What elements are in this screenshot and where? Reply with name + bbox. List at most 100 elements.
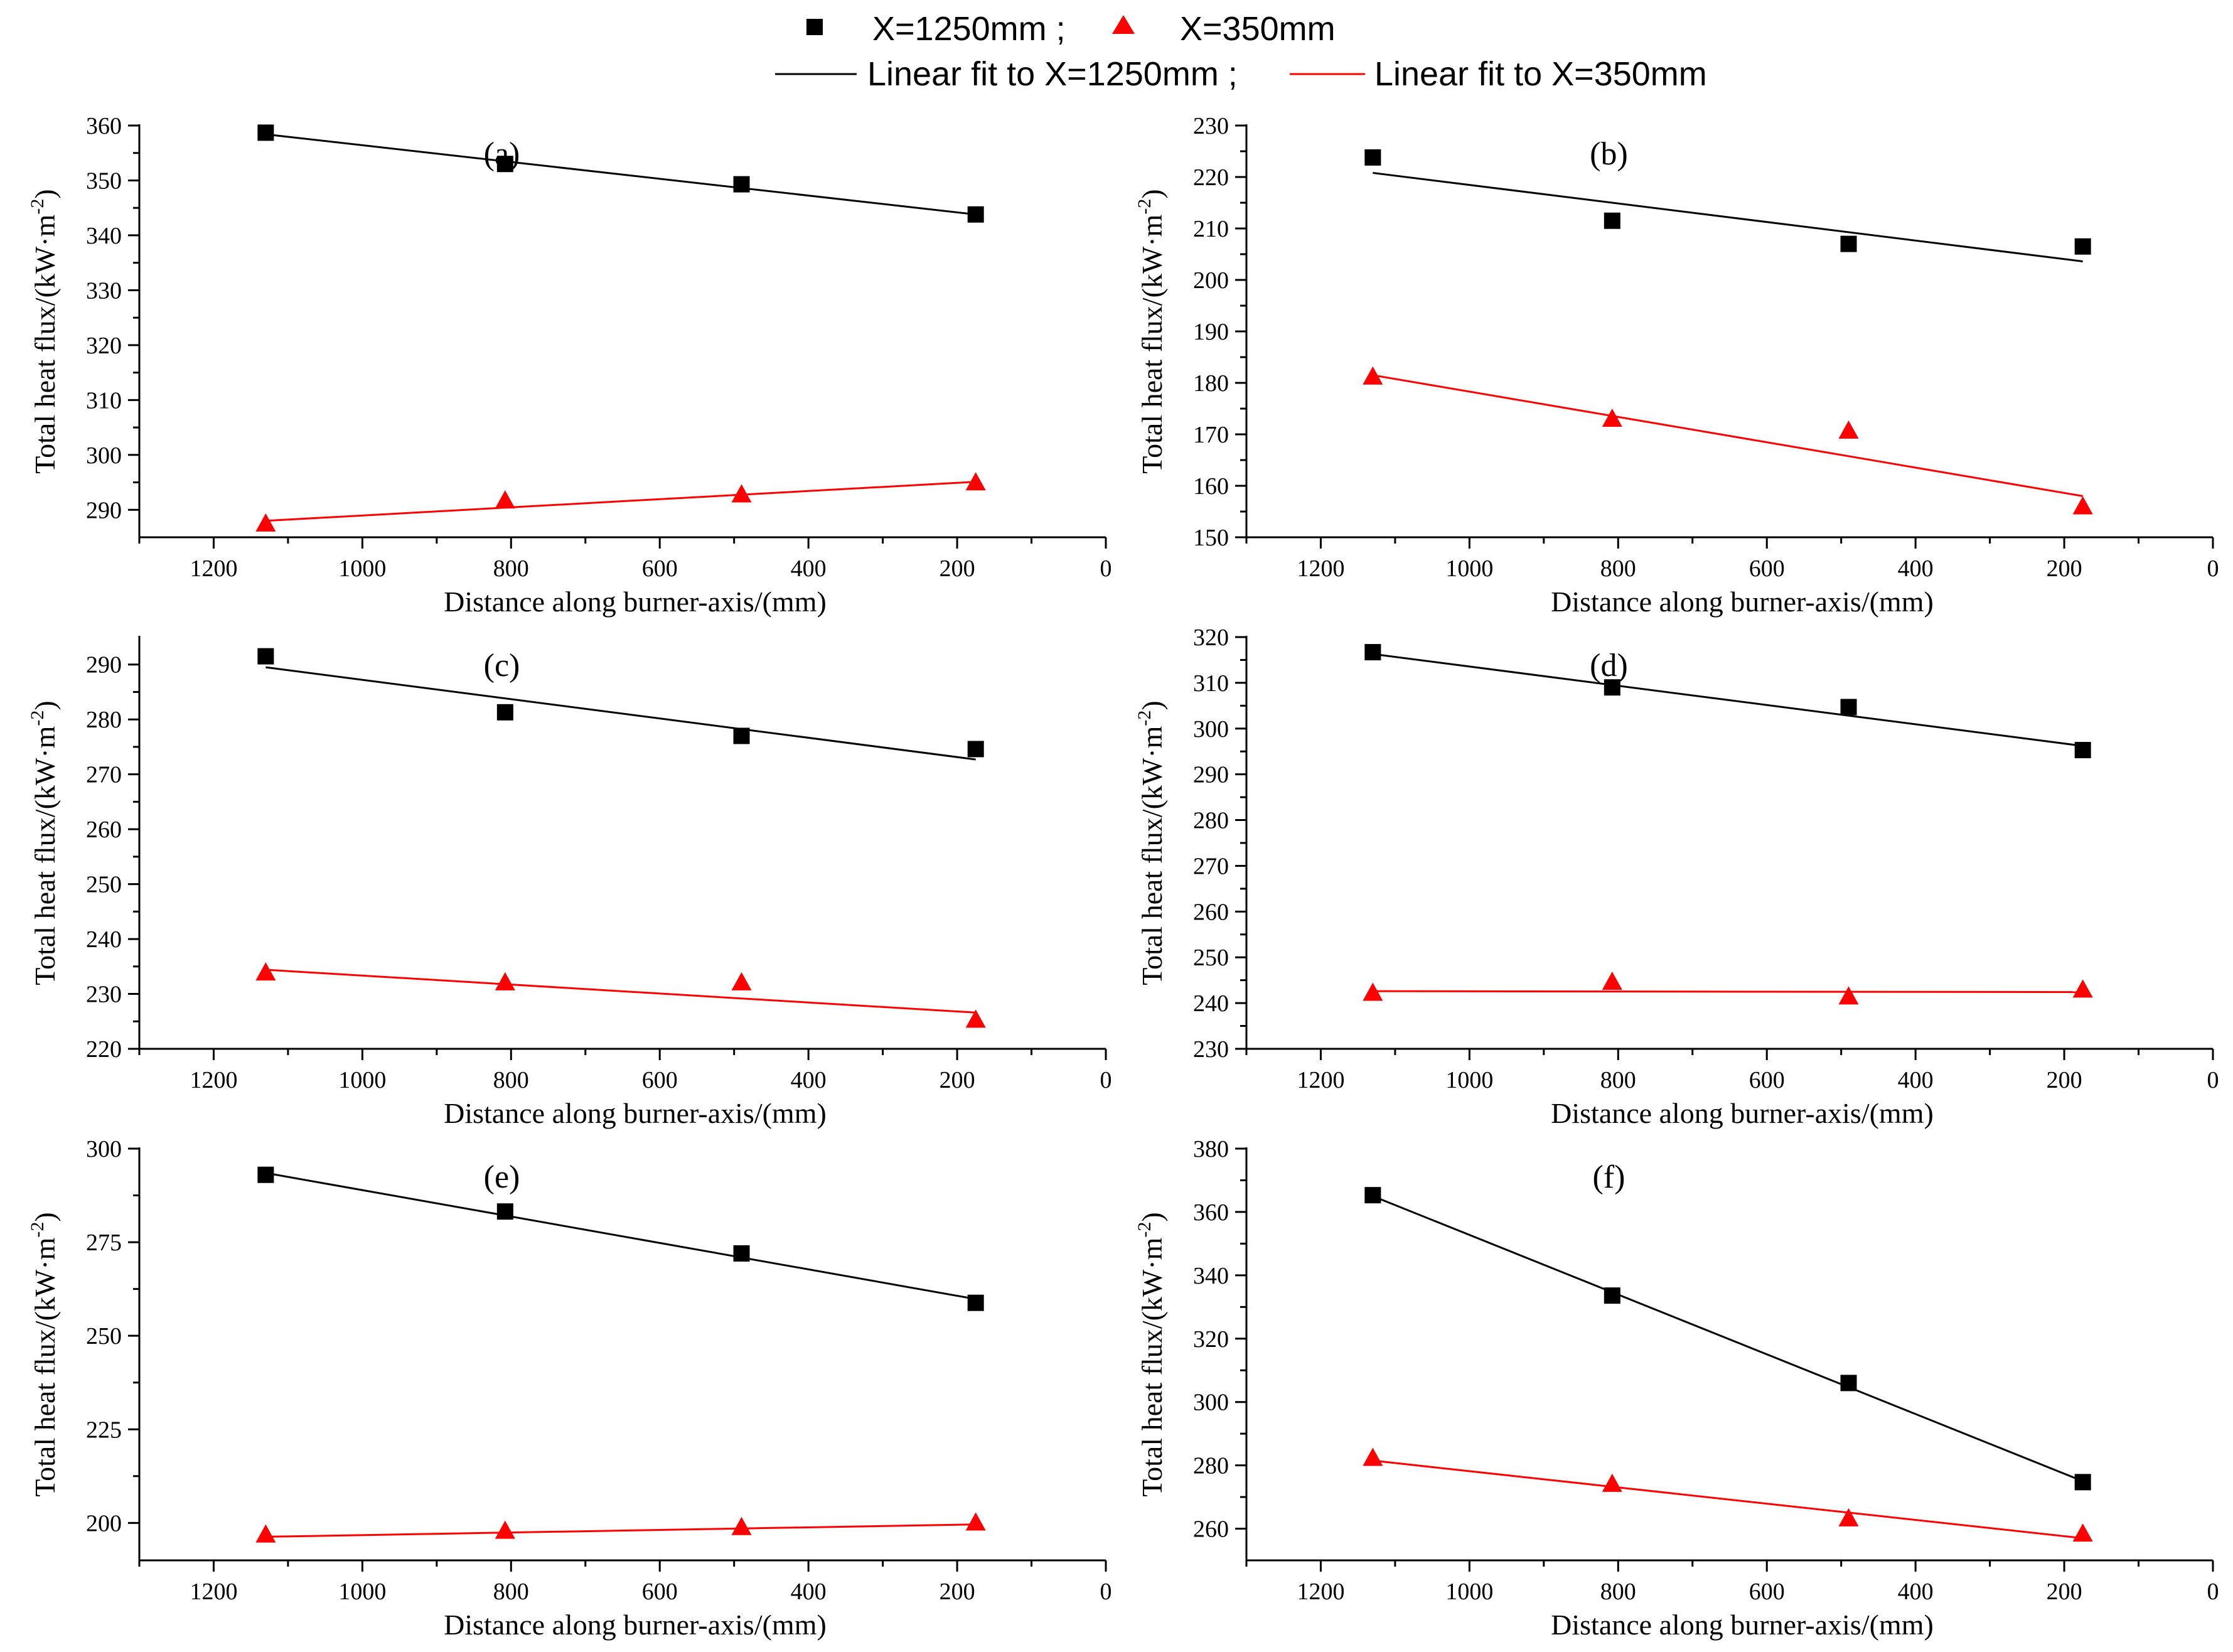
- fit-line-x1250: [1372, 1195, 2084, 1483]
- x-tick-label: 1000: [1445, 1067, 1493, 1093]
- point-x350: [255, 1524, 276, 1543]
- y-tick-label: 240: [1193, 990, 1229, 1017]
- y-tick-label: 220: [86, 1036, 122, 1063]
- y-tick-label: 320: [86, 333, 122, 359]
- x-tick-label: 400: [791, 555, 827, 582]
- point-x350: [495, 972, 515, 990]
- x-tick-label: 200: [940, 1579, 975, 1605]
- point-x1250: [496, 704, 513, 721]
- x-tick-label: 1200: [1297, 1067, 1344, 1093]
- x-tick-label: 400: [791, 1579, 827, 1605]
- panel-label: (d): [1590, 648, 1628, 684]
- fit-line-x1250: [265, 1172, 976, 1301]
- y-tick-label: 340: [86, 223, 122, 249]
- fit-line-x350: [1373, 374, 2083, 497]
- x-tick-label: 400: [1898, 1067, 1934, 1093]
- x-tick-label: 600: [1749, 1579, 1785, 1605]
- fit-line-x1250: [265, 666, 976, 761]
- x-tick-label: 1200: [190, 555, 237, 582]
- legend-fit1-label: Linear fit to X=1250mm ;: [867, 55, 1238, 93]
- y-tick-label: 320: [1193, 1326, 1229, 1353]
- y-tick-label: 180: [1193, 370, 1229, 397]
- point-x350: [1838, 986, 1859, 1005]
- point-x1250: [1840, 699, 1857, 716]
- y-tick-label: 260: [1193, 899, 1229, 925]
- y-tick-label: 320: [1193, 625, 1229, 651]
- y-tick-label: 275: [86, 1230, 122, 1256]
- x-tick-label: 200: [940, 555, 975, 582]
- point-x1250: [1364, 1187, 1381, 1204]
- point-x1250: [967, 1294, 984, 1311]
- point-x350: [2072, 1523, 2093, 1542]
- point-x1250: [1840, 235, 1857, 252]
- x-tick-label: 200: [2047, 1579, 2082, 1605]
- y-axis-label: Total heat flux/(kW·m-2): [27, 1212, 61, 1497]
- fit-line-x1250: [1373, 171, 2083, 262]
- y-tick-label: 340: [1193, 1263, 1229, 1289]
- x-tick-label: 800: [1600, 1067, 1636, 1093]
- fit-line-x350: [1373, 990, 2083, 994]
- y-tick-label: 250: [86, 872, 122, 898]
- legend-series1-label: X=1250mm ;: [872, 10, 1066, 48]
- x-tick-label: 1200: [1297, 555, 1344, 582]
- y-axis-label: Total heat flux/(kW·m-2): [27, 189, 61, 474]
- x-tick-label: 400: [1898, 1579, 1934, 1605]
- y-tick-label: 230: [1193, 1036, 1229, 1063]
- x-tick-label: 1000: [338, 1579, 386, 1605]
- x-tick-label: 600: [642, 1579, 678, 1605]
- fit-line-x350: [265, 481, 976, 522]
- fit-line-x350: [265, 968, 976, 1014]
- point-x350: [965, 472, 986, 491]
- legend-fit2-label: Linear fit to X=350mm: [1374, 55, 1707, 93]
- x-tick-label: 600: [642, 1067, 678, 1093]
- y-tick-label: 270: [1193, 853, 1229, 879]
- point-x350: [255, 962, 276, 981]
- y-axis-label: Total heat flux/(kW·m-2): [1134, 700, 1168, 985]
- x-tick-label: 1200: [190, 1579, 237, 1605]
- point-x1250: [1604, 1287, 1620, 1304]
- x-tick-label: 1200: [190, 1067, 237, 1093]
- y-axis-label: Total heat flux/(kW·m-2): [1134, 1212, 1168, 1497]
- y-tick-label: 150: [1193, 525, 1229, 551]
- point-x1250: [967, 206, 984, 223]
- x-tick-label: 0: [1100, 555, 1112, 582]
- point-x350: [2072, 496, 2093, 515]
- fit-line-x1250: [1373, 653, 2083, 747]
- y-tick-label: 310: [86, 387, 122, 414]
- y-tick-label: 290: [86, 652, 122, 678]
- point-x350: [1838, 420, 1859, 439]
- panel-label: (f): [1593, 1159, 1625, 1195]
- point-x350: [731, 1516, 752, 1535]
- point-x350: [1363, 1447, 1383, 1466]
- y-tick-label: 190: [1193, 319, 1229, 345]
- x-tick-label: 600: [1749, 1067, 1785, 1093]
- x-axis-label: Distance along burner-axis/(mm): [1551, 1097, 1934, 1129]
- y-tick-label: 360: [86, 113, 122, 139]
- x-axis-label: Distance along burner-axis/(mm): [1551, 586, 1934, 618]
- x-tick-label: 200: [2047, 1067, 2082, 1093]
- point-x350: [495, 1520, 515, 1539]
- x-tick-label: 0: [1100, 1579, 1112, 1605]
- x-tick-label: 0: [2207, 1067, 2219, 1093]
- y-tick-label: 210: [1193, 216, 1229, 242]
- y-tick-label: 360: [1193, 1199, 1229, 1226]
- point-x350: [495, 490, 515, 509]
- point-x1250: [733, 1245, 750, 1262]
- panel-label: (e): [484, 1159, 520, 1195]
- panel-e: 1200 1000 800 600 400 200 0 200 225 250 275 300 Dist…: [27, 1136, 1112, 1641]
- panel-b: 1200 1000 800 600 400 200 0 150 160 170 180 190 200 2…: [1134, 113, 2219, 618]
- legend-square-marker: [806, 19, 823, 35]
- panel-a: 1200 1000 800 600 400 200 0 290 300 310 320 330 340 3…: [27, 113, 1112, 618]
- point-x1250: [1364, 644, 1381, 661]
- point-x350: [1363, 982, 1383, 1001]
- legend-series2-label: X=350mm: [1180, 10, 1336, 48]
- x-tick-label: 1000: [338, 555, 386, 582]
- x-tick-label: 1000: [1445, 1579, 1493, 1605]
- y-tick-label: 270: [86, 762, 122, 788]
- x-tick-label: 600: [1749, 555, 1785, 582]
- point-x350: [731, 972, 752, 990]
- point-x350: [965, 1512, 986, 1531]
- x-tick-label: 400: [791, 1067, 827, 1093]
- y-tick-label: 280: [86, 707, 122, 733]
